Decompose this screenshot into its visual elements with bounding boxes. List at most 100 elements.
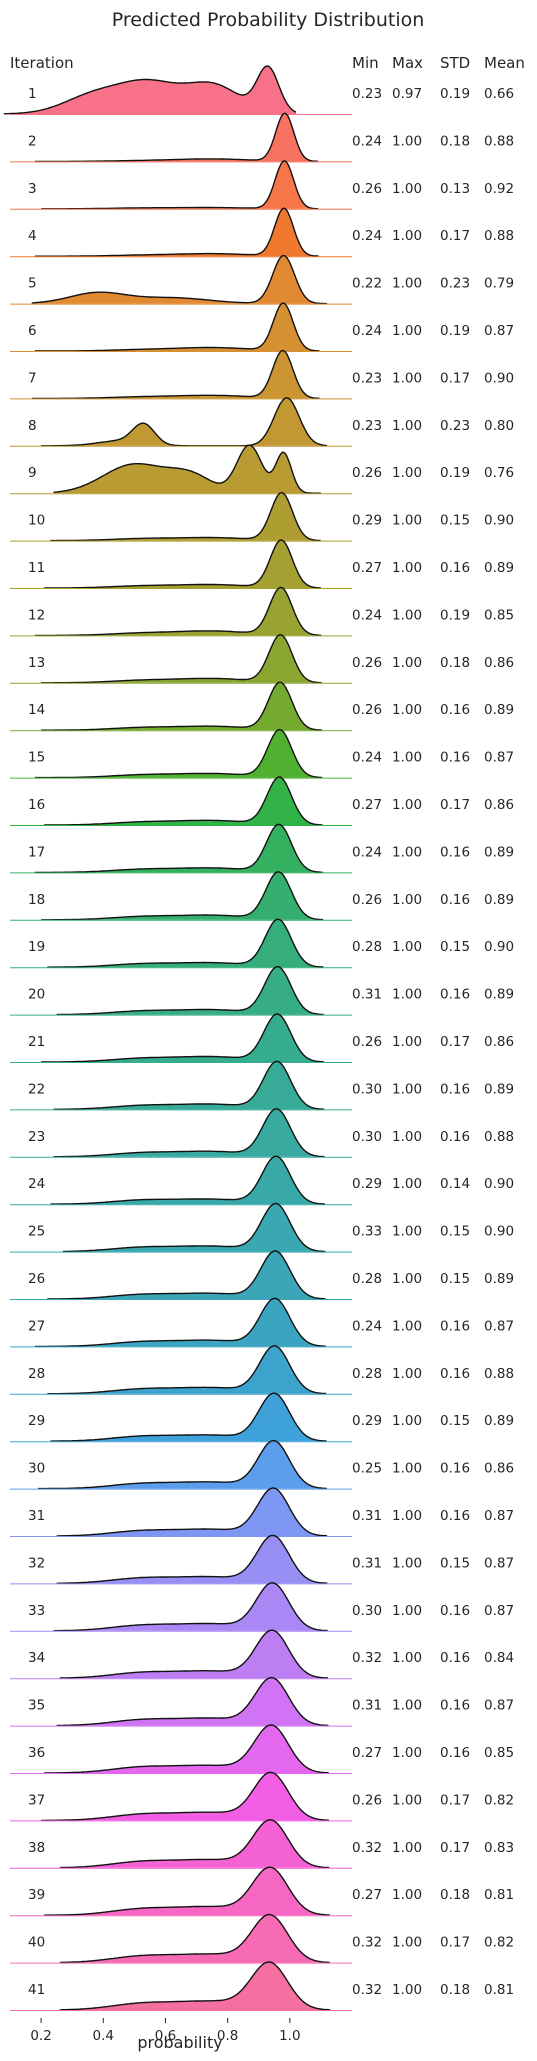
ridge-outline-26 — [47, 1250, 326, 1300]
stat-max-8: 1.00 — [392, 418, 422, 434]
stat-min-37: 0.26 — [352, 1792, 382, 1808]
stat-min-28: 0.28 — [352, 1366, 382, 1382]
x-tick-label: 0.8 — [217, 2028, 238, 2044]
stat-min-23: 0.30 — [352, 1129, 382, 1145]
stat-max-16: 1.00 — [392, 797, 422, 813]
stat-std-36: 0.16 — [440, 1745, 470, 1761]
row-header: Iteration — [10, 54, 74, 72]
stat-min-26: 0.28 — [352, 1271, 382, 1287]
stat-header-std: STD — [440, 54, 470, 72]
x-tick-label: 0.6 — [155, 2028, 176, 2044]
stat-max-28: 1.00 — [392, 1366, 422, 1382]
stat-std-4: 0.17 — [440, 228, 470, 244]
ridge-area-31 — [56, 1488, 328, 1536]
stat-min-21: 0.26 — [352, 1034, 382, 1050]
ridge-row: 6 0.24 1.00 0.19 0.87 — [10, 302, 514, 352]
stat-std-35: 0.16 — [440, 1698, 470, 1714]
stat-min-8: 0.23 — [352, 418, 382, 434]
stat-mean-16: 0.86 — [484, 797, 514, 813]
iteration-label-30: 30 — [28, 1461, 45, 1477]
ridge-area-34 — [59, 1630, 329, 1679]
ridge-area-11 — [44, 540, 321, 588]
stat-max-11: 1.00 — [392, 560, 422, 576]
stat-std-20: 0.16 — [440, 987, 470, 1003]
iteration-label-26: 26 — [28, 1271, 45, 1287]
stat-max-4: 1.00 — [392, 228, 422, 244]
stat-max-33: 1.00 — [392, 1603, 422, 1619]
stat-min-6: 0.24 — [352, 323, 382, 339]
ridge-area-27 — [34, 1298, 326, 1347]
stat-max-12: 1.00 — [392, 607, 422, 623]
stat-max-32: 1.00 — [392, 1555, 422, 1571]
ridge-row: 24 0.29 1.00 0.14 0.90 — [10, 1155, 514, 1206]
ridge-area-20 — [56, 966, 324, 1015]
ridge-outline-1 — [3, 65, 297, 115]
ridge-row: 17 0.24 1.00 0.16 0.89 — [10, 823, 514, 874]
ridges: 1 0.23 0.97 0.19 0.662 0.24 1.00 0.18 0.883 0.26 1… — [3, 65, 514, 2011]
stat-std-33: 0.16 — [440, 1603, 470, 1619]
stat-std-8: 0.23 — [440, 418, 470, 434]
ridge-row: 16 0.27 1.00 0.17 0.86 — [10, 776, 514, 826]
iteration-label-36: 36 — [28, 1745, 45, 1761]
iteration-label-37: 37 — [28, 1792, 45, 1808]
stat-headers: Min Max STD Mean — [352, 54, 525, 72]
stat-mean-5: 0.79 — [484, 276, 514, 292]
stat-std-39: 0.18 — [440, 1887, 470, 1903]
stat-min-32: 0.31 — [352, 1555, 382, 1571]
stat-std-1: 0.19 — [440, 86, 470, 102]
ridge-area-14 — [41, 682, 322, 731]
stat-min-41: 0.32 — [352, 1982, 382, 1998]
iteration-label-12: 12 — [28, 607, 45, 623]
stat-max-14: 1.00 — [392, 702, 422, 718]
ridge-outline-38 — [59, 1819, 330, 1869]
ridge-outline-34 — [59, 1629, 329, 1679]
ridge-row: 20 0.31 1.00 0.16 0.89 — [10, 965, 514, 1016]
ridge-row: 27 0.24 1.00 0.16 0.87 — [10, 1297, 514, 1348]
ridge-outline-14 — [41, 681, 322, 731]
ridge-outline-36 — [44, 1724, 329, 1774]
stat-min-3: 0.26 — [352, 181, 382, 197]
ridge-area-1 — [3, 66, 297, 114]
ridge-area-39 — [44, 1867, 330, 1916]
iteration-label-24: 24 — [28, 1176, 45, 1192]
stat-min-10: 0.29 — [352, 513, 382, 529]
stat-mean-13: 0.86 — [484, 655, 514, 671]
ridge-row: 32 0.31 1.00 0.15 0.87 — [10, 1534, 514, 1585]
ridge-outline-22 — [53, 1060, 325, 1110]
ridge-outline-5 — [31, 254, 328, 305]
stat-max-38: 1.00 — [392, 1840, 422, 1856]
iteration-label-7: 7 — [28, 370, 37, 386]
stat-std-13: 0.18 — [440, 655, 470, 671]
stat-header-max: Max — [392, 54, 423, 72]
stat-std-27: 0.16 — [440, 1318, 470, 1334]
ridge-outline-4 — [34, 207, 319, 257]
ridge-outline-8 — [41, 397, 328, 447]
ridge-row: 26 0.28 1.00 0.15 0.89 — [10, 1250, 514, 1300]
iteration-label-40: 40 — [28, 1935, 45, 1951]
ridge-outline-3 — [41, 160, 319, 210]
ridge-outline-16 — [44, 776, 323, 826]
ridge-row: 23 0.30 1.00 0.16 0.88 — [10, 1108, 514, 1158]
stat-max-15: 1.00 — [392, 750, 422, 766]
stat-mean-26: 0.89 — [484, 1271, 514, 1287]
x-tick-label: 0.2 — [30, 2028, 51, 2044]
ridge-row: 13 0.26 1.00 0.18 0.86 — [10, 634, 514, 684]
stat-max-35: 1.00 — [392, 1698, 422, 1714]
stat-max-34: 1.00 — [392, 1650, 422, 1666]
ridge-area-22 — [53, 1061, 325, 1110]
stat-max-25: 1.00 — [392, 1224, 422, 1240]
stat-mean-21: 0.86 — [484, 1034, 514, 1050]
stat-max-39: 1.00 — [392, 1887, 422, 1903]
ridge-row: 39 0.27 1.00 0.18 0.81 — [10, 1866, 514, 1917]
stat-min-29: 0.29 — [352, 1413, 382, 1429]
stat-min-14: 0.26 — [352, 702, 382, 718]
stat-mean-35: 0.87 — [484, 1698, 514, 1714]
stat-std-22: 0.16 — [440, 1081, 470, 1097]
iteration-label-15: 15 — [28, 750, 45, 766]
chart-title: Predicted Probability Distribution — [112, 9, 425, 31]
ridge-outline-20 — [56, 965, 324, 1016]
stat-min-35: 0.31 — [352, 1698, 382, 1714]
stat-mean-2: 0.88 — [484, 133, 514, 149]
x-axis: 0.2 0.4 0.6 0.8 1.0 — [30, 2018, 301, 2044]
stat-std-15: 0.16 — [440, 750, 470, 766]
